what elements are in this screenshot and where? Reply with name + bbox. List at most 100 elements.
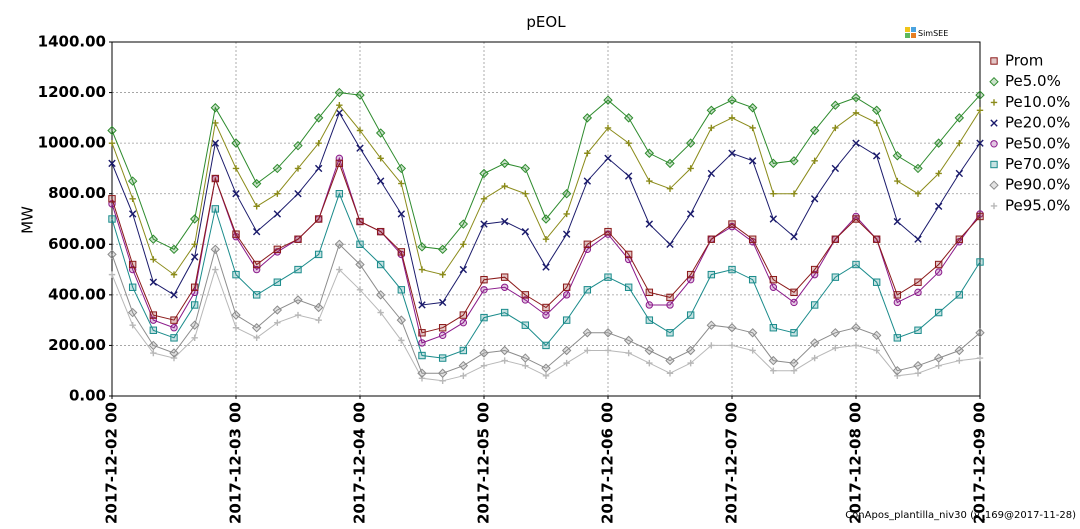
marker [376,177,385,185]
marker [666,293,674,302]
marker [232,324,240,331]
marker [990,140,998,148]
marker [770,367,777,374]
marker [355,259,365,270]
marker [934,268,943,276]
marker [872,152,881,160]
marker [852,260,860,269]
marker [686,311,695,319]
marker [624,172,633,180]
marker [975,90,985,100]
series-line [111,92,981,250]
series [107,87,985,255]
y-tick-label: 0.00 [69,387,106,405]
marker [397,210,406,218]
marker [231,138,241,148]
marker [129,322,136,329]
marker [499,158,510,169]
y-tick-label: 400.00 [48,285,106,303]
marker [170,271,178,278]
marker [418,266,426,273]
marker [935,362,942,369]
marker [976,354,984,362]
marker [418,339,426,347]
marker [273,278,282,286]
marker [232,230,240,238]
marker [459,318,468,327]
marker [955,291,964,299]
marker [976,258,984,266]
marker [562,230,571,238]
marker [769,215,778,223]
marker [190,283,199,291]
marker [460,372,467,379]
marker [418,351,426,360]
marker [685,345,696,356]
marker [212,119,219,127]
chart-title: pEOL [526,13,566,31]
marker [708,124,715,132]
marker [398,337,405,344]
marker [315,316,322,324]
marker [582,328,593,338]
marker [274,190,281,197]
marker [747,103,758,113]
marker [852,342,860,349]
marker [990,160,998,169]
marker [541,363,551,373]
marker [499,345,510,356]
marker [604,154,612,163]
marker [666,301,674,309]
marker [645,220,654,228]
marker [541,214,551,224]
marker [956,139,963,147]
marker [293,140,303,151]
marker [954,345,965,356]
marker [335,190,344,198]
marker [293,295,303,305]
marker [356,217,364,226]
marker [770,190,777,197]
marker [768,158,779,169]
marker [521,321,530,329]
marker [107,125,117,136]
x-tick-label: 2017-12-03 00 [227,402,245,524]
marker [479,168,489,179]
marker [583,240,592,248]
marker [437,244,448,255]
marker [294,190,302,198]
marker [149,278,158,286]
marker [127,176,138,186]
marker [211,139,220,147]
marker [623,335,634,346]
marker [851,92,861,103]
marker [500,283,509,291]
marker [376,227,385,236]
marker [418,375,426,382]
marker [398,180,405,187]
marker [707,169,716,178]
marker [211,174,220,183]
marker [748,235,757,243]
x-tick-label: 2017-12-06 00 [599,402,617,524]
marker [666,185,674,192]
marker [396,315,407,325]
marker [955,235,964,243]
marker [500,217,509,226]
legend-label: Pe20.0% [1005,114,1070,132]
marker [336,266,343,273]
marker [646,359,653,367]
marker [728,265,736,274]
marker [335,109,344,117]
marker [583,286,592,294]
marker [644,148,655,158]
marker [809,125,820,136]
marker [989,76,999,87]
marker [128,210,137,218]
marker [707,235,716,243]
marker [375,290,386,300]
marker [500,308,509,317]
marker [645,316,654,324]
marker [990,119,998,127]
marker [873,347,880,354]
